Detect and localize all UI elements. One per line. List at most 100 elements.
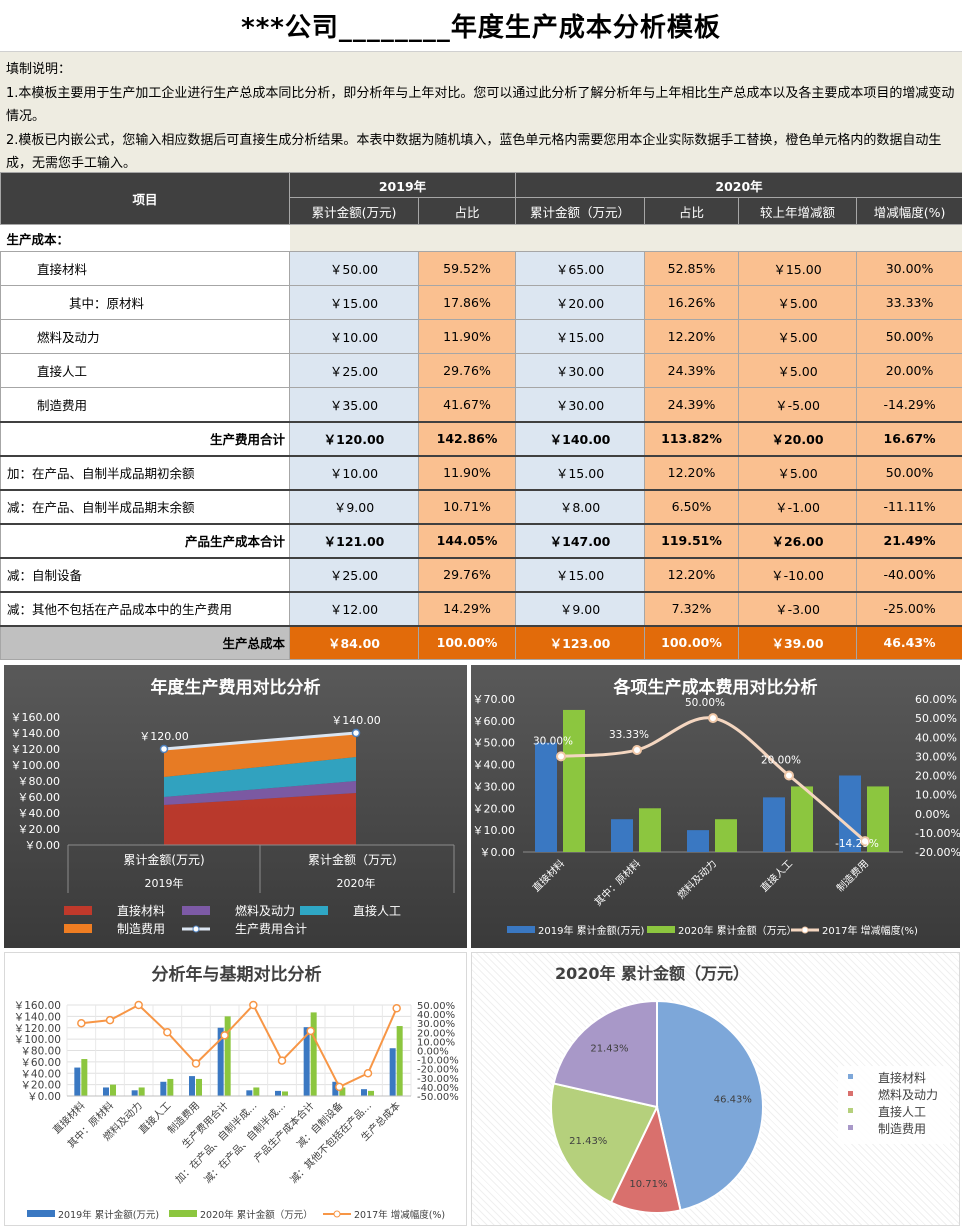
chart-svg: 2020年 累计金额（万元） 46.43% 10.71% 21.43% 21.43% 直接… xyxy=(550,964,950,1214)
legend-swatch xyxy=(507,926,535,933)
legend-label: 燃料及动力 xyxy=(878,1087,938,1102)
notes-line: 情况。 xyxy=(6,109,46,124)
table-cell: ￥5.00 xyxy=(738,285,858,320)
area-series-3 xyxy=(164,733,356,777)
chart-pie-2020[interactable]: 2020年 累计金额（万元） 46.43% 10.71% 21.43% 21.43% 直接… xyxy=(471,952,960,1226)
table-cell[interactable]: ￥10.00 xyxy=(289,454,419,490)
bar-2019 xyxy=(611,819,633,852)
table-cell: 29.76% xyxy=(417,353,517,388)
table-cell[interactable]: ￥15.00 xyxy=(515,319,646,354)
header-col: 增减幅度(%) xyxy=(856,197,962,225)
table-row: 减：自制设备 ￥25.00 29.76% ￥15.00 12.20% ￥-10.00 -40… xyxy=(0,556,962,592)
table-cell[interactable]: ￥65.00 xyxy=(515,251,646,286)
x-group-label: 2019年 xyxy=(145,876,184,890)
bar-2020 xyxy=(368,1090,374,1096)
data-label: ￥120.00 xyxy=(139,730,189,743)
table-cell[interactable]: ￥140.00 xyxy=(515,420,646,456)
table-cell[interactable]: ￥123.00 xyxy=(515,624,646,660)
table-cell[interactable]: ￥8.00 xyxy=(515,488,646,524)
table-cell: ￥5.00 xyxy=(738,454,858,490)
table-row: 加：在产品、自制半成品期初余额 ￥10.00 11.90% ￥15.00 12.20% ￥… xyxy=(0,454,962,490)
bar-2020 xyxy=(167,1078,174,1096)
table-cell: 59.52% xyxy=(417,251,517,286)
table-cell: 17.86% xyxy=(417,285,517,320)
x-tick-label: 直接人工 xyxy=(758,857,795,894)
chart-annual-expense[interactable]: 年度生产费用对比分析 ￥160.00 ￥140.00 ￥120.00 ￥100.00 ￥8… xyxy=(4,665,467,948)
bar-2019 xyxy=(189,1076,195,1096)
table-cell: 142.86% xyxy=(417,420,517,456)
x-tick-label: 累计金额（万元） xyxy=(308,852,404,867)
data-label: 50.00% xyxy=(685,697,725,709)
table-cell: 10.71% xyxy=(417,488,517,524)
table-cell[interactable]: ￥30.00 xyxy=(515,353,646,388)
rate-point xyxy=(191,1059,201,1068)
rate-point xyxy=(220,1031,229,1040)
bar-2019 xyxy=(389,1048,396,1096)
bar-2020 xyxy=(253,1087,260,1096)
table-cell: 11.90% xyxy=(417,319,517,354)
table-cell[interactable]: ￥30.00 xyxy=(515,387,646,422)
chart-title: 年度生产费用对比分析 xyxy=(151,677,321,698)
rate-point xyxy=(134,1000,143,1010)
data-label: -14.29% xyxy=(835,838,879,850)
table-cell[interactable]: ￥15.00 xyxy=(515,454,646,490)
chart-year-compare[interactable]: 分析年与基期对比分析 ￥160.00 ￥140.00 ￥120.00 ￥100.00 ￥8… xyxy=(4,952,467,1226)
chart-svg: 年度生产费用对比分析 ￥160.00 ￥140.00 ￥120.00 ￥100.00 ￥8… xyxy=(11,677,455,936)
title-bar: ***公司________年度生产成本分析模板 xyxy=(0,0,962,52)
bar-2019 xyxy=(131,1090,138,1096)
table-cell[interactable]: ￥20.00 xyxy=(515,285,646,320)
bar-2020 xyxy=(138,1087,145,1096)
table-cell[interactable]: ￥84.00 xyxy=(289,624,419,660)
y2-tick-label: 60.00% xyxy=(915,693,957,706)
table-cell[interactable]: ￥147.00 xyxy=(515,522,646,558)
row-label: 直接人工 xyxy=(0,353,290,388)
bar-2020 xyxy=(563,709,585,852)
y2-tick-label: 20.00% xyxy=(915,770,957,783)
y2-tick-label: 40.00% xyxy=(417,1010,455,1021)
section-fill xyxy=(289,224,962,252)
table-cell: 113.82% xyxy=(644,420,740,456)
legend-swatch xyxy=(848,1125,853,1130)
y-tick-label: ￥60.00 xyxy=(18,791,61,804)
legend-label: 制造费用 xyxy=(878,1122,926,1136)
rate-point xyxy=(277,1056,287,1065)
table-cell: -14.29% xyxy=(856,387,962,422)
chart-cost-items[interactable]: 各项生产成本费用对比分析 ￥70.00 ￥60.00 ￥50.00 ￥40.00 ￥30.… xyxy=(471,665,961,948)
bar-2020 xyxy=(791,786,813,852)
table-cell[interactable]: ￥25.00 xyxy=(289,556,419,592)
legend-swatch xyxy=(27,1210,55,1217)
y-tick-label: ￥60.00 xyxy=(20,1057,61,1069)
y-tick-label: ￥0.00 xyxy=(27,1091,61,1103)
table-cell[interactable]: ￥9.00 xyxy=(289,488,419,524)
area-series-0 xyxy=(164,793,356,845)
instructions-panel: 填制说明： 1.本模板主要用于生产加工企业进行生产总成本同比分析，即分析年与上年… xyxy=(0,52,962,172)
table-cell[interactable]: ￥25.00 xyxy=(289,353,419,388)
bar-2020 xyxy=(310,1012,317,1096)
table-cell[interactable]: ￥35.00 xyxy=(289,387,419,422)
legend-marker xyxy=(801,926,809,934)
y2-tick-label: 10.00% xyxy=(417,1037,455,1048)
rate-point xyxy=(335,1082,344,1092)
bar-2019 xyxy=(763,797,785,852)
row-label: 生产总成本 xyxy=(0,624,290,660)
table-cell[interactable]: ￥10.00 xyxy=(289,319,419,354)
legend-swatch xyxy=(647,926,675,933)
header-col: 累计金额(万元) xyxy=(289,197,419,225)
table-cell[interactable]: ￥12.00 xyxy=(289,590,419,626)
table-cell[interactable]: ￥15.00 xyxy=(515,556,646,592)
notes-line: 成，无需您手工输入。 xyxy=(6,156,137,171)
table-cell: 12.20% xyxy=(644,319,740,354)
legend-swatch xyxy=(169,1210,197,1217)
table-cell[interactable]: ￥9.00 xyxy=(515,590,646,626)
header-col: 占比 xyxy=(417,197,517,225)
data-label: 30.00% xyxy=(533,735,573,747)
y-tick-label: ￥20.00 xyxy=(18,823,61,836)
table-cell[interactable]: ￥50.00 xyxy=(289,251,419,286)
bar-2020 xyxy=(282,1091,288,1096)
table-cell[interactable]: ￥15.00 xyxy=(289,285,419,320)
y2-tick-label: -20.00% xyxy=(417,1065,459,1076)
y2-tick-label: 40.00% xyxy=(915,731,957,744)
bar-2019 xyxy=(246,1090,253,1096)
table-cell[interactable]: ￥121.00 xyxy=(289,522,419,558)
table-cell[interactable]: ￥120.00 xyxy=(289,420,419,456)
